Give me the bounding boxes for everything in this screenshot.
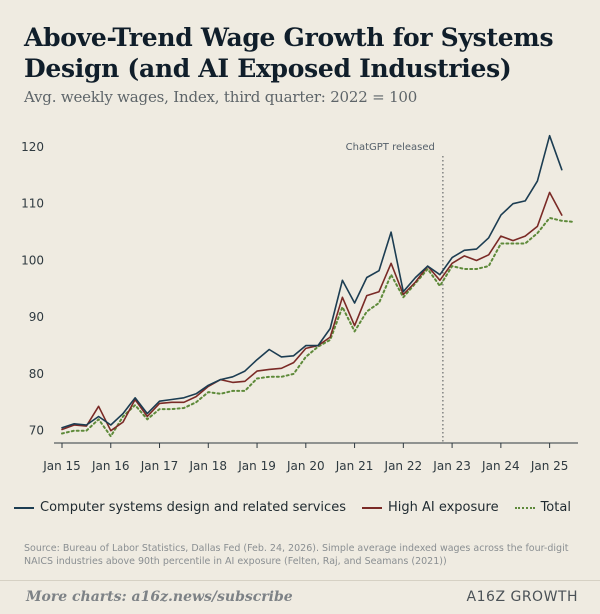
legend-label-high-ai: High AI exposure: [387, 500, 499, 515]
legend-swatch-high-ai: [361, 506, 382, 509]
x-tick-label: Jan 15: [42, 459, 81, 473]
x-tick-label: Jan 16: [91, 459, 130, 473]
source-note: Source: Bureau of Labor Statistics, Dall…: [24, 543, 569, 567]
x-tick-label: Jan 18: [188, 459, 227, 473]
x-tick-label: Jan 23: [432, 459, 471, 473]
series-line-total: [61, 216, 575, 438]
legend-item-computer-systems: Computer systems design and related serv…: [14, 500, 346, 515]
x-tick-label: Jan 24: [481, 459, 520, 473]
y-tick-label: 70: [29, 424, 44, 438]
legend-label-total: Total: [540, 500, 571, 515]
brand-logo: A16Z GROWTH: [466, 589, 578, 605]
series-line-high-ai-exposure: [61, 191, 563, 432]
chart-subtitle: Avg. weekly wages, Index, third quarter:…: [24, 88, 418, 106]
x-tick-label: Jan 20: [286, 459, 325, 473]
legend: Computer systems design and related serv…: [14, 500, 594, 515]
y-tick-label: 90: [29, 310, 44, 324]
chart-title: Above-Trend Wage Growth for Systems Desi…: [24, 23, 554, 83]
x-tick-label: Jan 25: [530, 459, 569, 473]
legend-item-total: Total: [514, 500, 571, 515]
line-chart: 70 80 90 100 110 120 Jan 15 Jan 16 Jan 17 Jan 18 J…: [21, 134, 578, 473]
x-tick-label: Jan 22: [384, 459, 423, 473]
y-tick-label: 100: [21, 253, 44, 267]
chatgpt-release-label: ChatGPT released: [346, 142, 435, 153]
x-tick-label: Jan 17: [140, 459, 179, 473]
legend-label-computer-systems: Computer systems design and related serv…: [40, 500, 346, 515]
legend-swatch-total: [514, 506, 535, 509]
footer-divider: [0, 580, 600, 581]
more-charts-link[interactable]: More charts: a16z.news/subscribe: [26, 589, 293, 605]
legend-item-high-ai: High AI exposure: [361, 500, 499, 515]
y-tick-label: 110: [21, 197, 44, 211]
y-tick-label: 80: [29, 367, 44, 381]
y-tick-label: 120: [21, 140, 44, 154]
legend-swatch-computer-systems: [14, 506, 34, 509]
x-tick-label: Jan 19: [237, 459, 276, 473]
x-tick-label: Jan 21: [335, 459, 374, 473]
series-line-computer-systems-design-and-related-services: [61, 134, 563, 429]
